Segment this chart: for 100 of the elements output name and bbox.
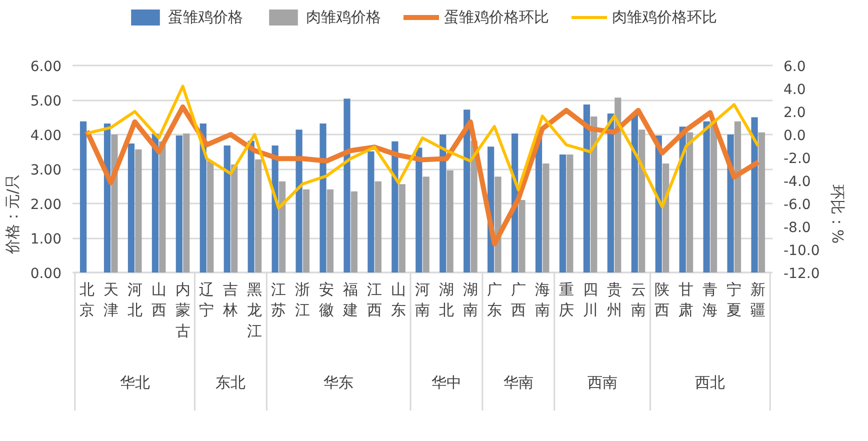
x-tick-label: 江苏	[271, 280, 286, 320]
bar	[254, 159, 262, 272]
bar	[542, 163, 550, 272]
bar	[326, 189, 334, 272]
x-tick-label: 陕西	[654, 280, 670, 320]
legend-label: 蛋雏鸡价格环比	[444, 8, 549, 26]
bar	[446, 170, 454, 272]
x-tick-label: 贵州	[606, 280, 622, 320]
bar	[703, 121, 710, 272]
bar	[111, 134, 118, 272]
bar	[368, 151, 374, 272]
y-axis-title: 价格：元/只	[3, 174, 22, 256]
text: 华东	[324, 374, 354, 392]
x-tick-label: 重庆	[558, 280, 574, 320]
bar	[686, 132, 694, 272]
bar	[278, 181, 286, 272]
x-tick-label: 福建	[342, 280, 358, 320]
x-tick-label: 河北	[127, 280, 142, 320]
x-tick-label: 山西	[151, 280, 166, 320]
x-tick-label: 四川	[582, 280, 598, 320]
bar	[231, 164, 238, 272]
bar	[590, 116, 598, 272]
bar	[374, 181, 382, 272]
y-tick-label: 1.00	[30, 232, 62, 248]
y-tick-label: 2.00	[30, 197, 62, 213]
y2-axis-title: 环比：%	[828, 184, 847, 244]
bar	[392, 141, 398, 272]
legend-label: 肉雏鸡价格环比	[612, 8, 717, 26]
bar	[518, 200, 526, 272]
bar	[320, 123, 326, 272]
y-tick-label: 0.00	[30, 266, 62, 282]
line-series	[85, 84, 760, 210]
text: 华北	[120, 374, 150, 392]
y2-tick-label: 4.0	[784, 82, 806, 98]
bar	[535, 136, 542, 272]
x-tick-label: 浙江	[295, 280, 310, 320]
legend-label: 肉雏鸡价格	[306, 8, 381, 26]
bar	[751, 117, 758, 272]
bar	[128, 143, 135, 272]
x-tick-label: 云南	[630, 280, 646, 320]
bar	[566, 154, 574, 272]
y2-tick-label: 0.0	[784, 128, 806, 144]
y2-tick-label: 6.0	[784, 59, 806, 75]
text: 西北	[695, 374, 726, 392]
y-tick-label: 6.00	[30, 59, 62, 75]
x-tick-label: 甘肃	[678, 280, 694, 320]
bar	[422, 176, 430, 272]
text: 华中	[431, 374, 462, 392]
bar	[350, 191, 358, 272]
bar	[464, 110, 470, 272]
text: 华南	[503, 374, 534, 392]
x-tick-label: 北京	[79, 280, 94, 320]
y2-tick-label: -4.0	[784, 174, 811, 190]
y-tick-label: 3.00	[30, 162, 62, 178]
y2-tick-label: 2.0	[784, 105, 806, 121]
bar	[416, 148, 422, 272]
bar	[559, 154, 566, 272]
bar	[183, 133, 190, 272]
x-tick-label: 海南	[534, 280, 550, 320]
bar	[607, 113, 614, 272]
legend-label: 蛋雏鸡价格	[168, 8, 243, 26]
bar	[159, 141, 166, 272]
bar	[176, 136, 182, 272]
x-tick-label: 广东	[486, 280, 502, 320]
bar	[135, 149, 142, 272]
bar	[727, 134, 734, 272]
bar	[631, 113, 638, 272]
x-tick-label: 山东	[391, 280, 406, 320]
y2-tick-label: -12.0	[784, 266, 820, 282]
y2-tick-label: -2.0	[784, 151, 811, 167]
x-tick-label: 安徽	[319, 280, 334, 320]
y2-tick-label: -10.0	[784, 243, 820, 259]
x-tick-label: 广西	[510, 280, 526, 320]
bar	[224, 146, 230, 272]
x-tick-label: 宁夏	[726, 280, 742, 320]
y-tick-label: 5.00	[30, 94, 62, 110]
x-tick-label: 新疆	[750, 280, 766, 320]
bar	[440, 134, 446, 272]
bar	[638, 130, 646, 272]
bar	[152, 134, 159, 272]
bar	[662, 163, 670, 272]
y2-tick-label: -8.0	[784, 220, 811, 236]
x-tick-label: 辽宁	[199, 280, 214, 320]
text: 东北	[216, 374, 246, 392]
x-tick-label: 青海	[702, 280, 718, 320]
y-tick-label: 4.00	[30, 128, 62, 144]
x-tick-label: 湖南	[462, 280, 478, 320]
bar	[583, 104, 590, 272]
bar	[398, 184, 406, 272]
bar	[302, 189, 310, 272]
bar	[80, 121, 87, 272]
bar	[614, 98, 622, 272]
y2-tick-label: -6.0	[784, 197, 811, 213]
x-tick-label: 江西	[367, 280, 382, 320]
x-tick-label: 吉林	[222, 280, 238, 320]
bar	[248, 140, 254, 272]
text: 西南	[587, 374, 618, 392]
bar	[710, 121, 718, 272]
bar	[758, 132, 766, 272]
x-tick-label: 河南	[415, 280, 430, 320]
